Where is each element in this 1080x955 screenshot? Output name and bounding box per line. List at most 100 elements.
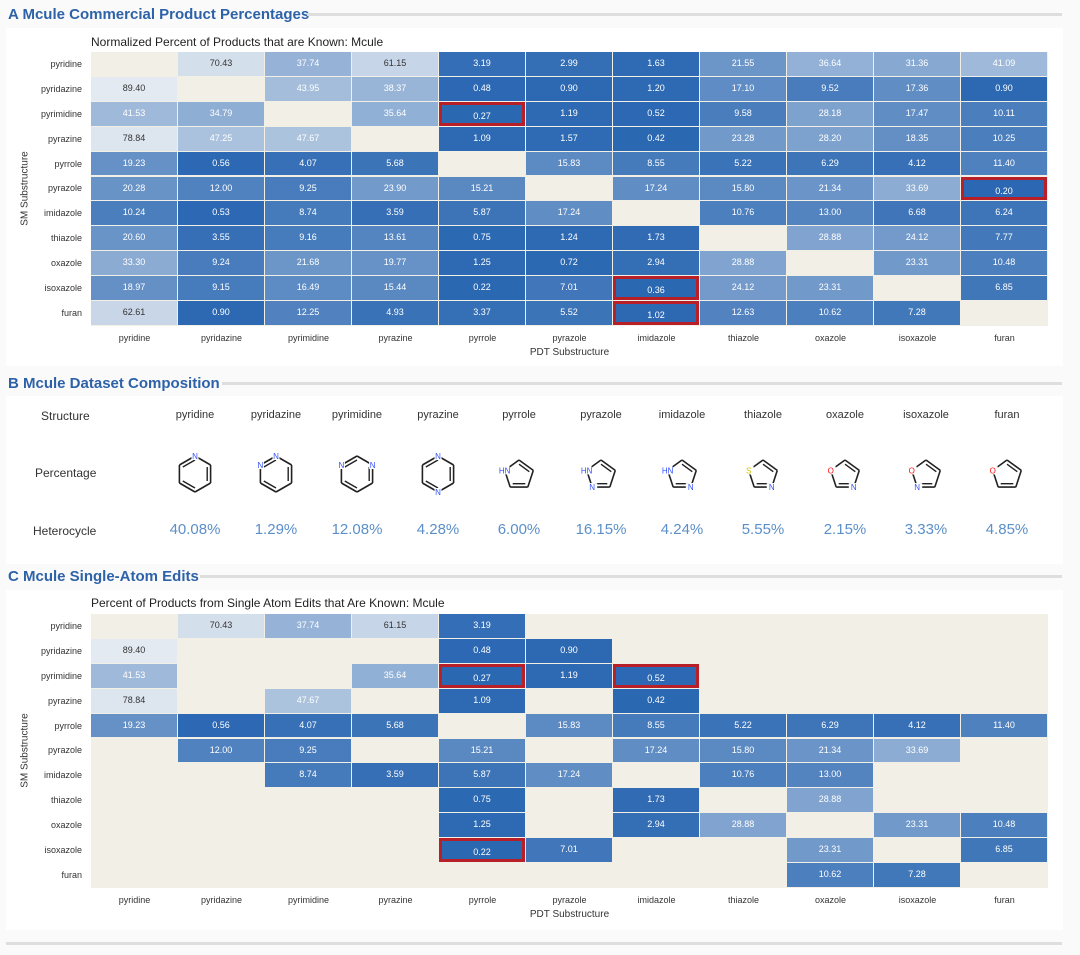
row-label: pyridine — [50, 58, 82, 69]
col-label: pyrrole — [468, 894, 497, 905]
heatmap-cell-empty — [961, 614, 1047, 638]
col-label: imidazole — [637, 894, 676, 905]
svg-text:N: N — [589, 483, 595, 492]
row-label: pyrimidine — [40, 670, 82, 681]
heatmap-cell: 12.25 — [265, 301, 351, 325]
heatmap-cell-empty — [91, 763, 177, 788]
heatmap-cell: 10.48 — [961, 251, 1047, 276]
heatmap-cell: 23.31 — [874, 251, 960, 276]
heatmap-cell: 0.22 — [439, 276, 525, 300]
heatmap-cell: 7.01 — [526, 276, 612, 300]
col-label: isoxazole — [898, 332, 937, 343]
heatmap-cell: 0.27 — [439, 101, 525, 126]
heatmap-cell-empty — [91, 838, 177, 862]
heatmap-cell: 0.56 — [178, 151, 264, 176]
heatmap-cell: 1.20 — [613, 76, 699, 101]
heatmap-cell: 15.80 — [700, 738, 786, 763]
row-label: pyrazine — [47, 133, 82, 144]
svg-text:O: O — [828, 466, 834, 475]
heatmap-cell: 1.63 — [613, 52, 699, 76]
heatmap-cell-empty — [961, 301, 1047, 325]
svg-text:N: N — [914, 483, 920, 492]
heatmap-cell: 3.59 — [352, 201, 438, 226]
col-label: furan — [994, 332, 1015, 343]
col-label: pyrimidine — [287, 894, 329, 905]
row-label-heterocycle: Heterocycle — [33, 524, 97, 538]
svg-text:N: N — [192, 452, 198, 461]
heatmap-cell-empty — [352, 838, 438, 862]
section-b-rule — [222, 382, 1062, 385]
composition-percentage: 4.24% — [660, 521, 704, 538]
heatmap-cell: 1.09 — [439, 688, 525, 713]
heatmap-cell: 0.90 — [526, 638, 612, 663]
row-label: thiazole — [50, 795, 82, 806]
heatmap-cell: 21.68 — [265, 251, 351, 276]
furan-structure-icon: O — [985, 450, 1029, 503]
heatmap-cell: 23.28 — [700, 126, 786, 151]
row-label-structure: Structure — [41, 409, 90, 423]
heatmap-cell: 0.36 — [613, 276, 699, 300]
heatmap-cell-empty — [961, 738, 1047, 763]
heatmap-cell-empty — [874, 638, 960, 663]
heatmap-cell-empty — [874, 688, 960, 713]
svg-text:N: N — [688, 483, 694, 492]
col-label: thiazole — [727, 332, 760, 343]
heatmap-cell: 15.21 — [439, 176, 525, 201]
heatmap-cell-empty — [613, 638, 699, 663]
composition-col-label: furan — [994, 409, 1020, 421]
heatmap-cell: 0.90 — [526, 76, 612, 101]
composition-percentage: 12.08% — [331, 521, 383, 538]
heatmap-cell: 23.31 — [874, 813, 960, 838]
heatmap-cell: 1.19 — [526, 101, 612, 126]
heatmap-cell: 1.09 — [439, 126, 525, 151]
heatmap-cell-empty — [91, 52, 177, 76]
heatmap-cell: 10.62 — [787, 863, 873, 887]
heatmap-cell: 17.24 — [526, 201, 612, 226]
heatmap-cell: 15.44 — [352, 276, 438, 300]
heatmap-cell: 10.76 — [700, 201, 786, 226]
heatmap-cell-empty — [787, 614, 873, 638]
composition-col-label: oxazole — [826, 409, 864, 421]
svg-text:N: N — [435, 452, 441, 461]
heatmap-cell: 6.68 — [874, 201, 960, 226]
col-label: oxazole — [814, 894, 847, 905]
heatmap-cell-empty — [787, 638, 873, 663]
heatmap-cell: 37.74 — [265, 614, 351, 638]
heatmap-cell: 24.12 — [874, 226, 960, 251]
col-label: pyridazine — [200, 332, 243, 343]
row-label-percentage: Percentage — [35, 466, 97, 480]
heatmap-cell: 9.52 — [787, 76, 873, 101]
heatmap-cell: 61.15 — [352, 52, 438, 76]
col-label: imidazole — [637, 332, 676, 343]
row-label: isoxazole — [44, 283, 82, 294]
svg-text:HN: HN — [499, 466, 511, 475]
row-label: oxazole — [50, 820, 82, 831]
heatmap-cell: 0.52 — [613, 663, 699, 688]
heatmap-cell: 5.22 — [700, 713, 786, 738]
heatmap-cell: 41.53 — [91, 663, 177, 688]
heatmap-cell: 9.24 — [178, 251, 264, 276]
heatmap-cell: 12.00 — [178, 176, 264, 201]
heatmap-cell-empty — [178, 76, 264, 101]
heatmap-cell: 89.40 — [91, 76, 177, 101]
heatmap-cell: 28.88 — [700, 813, 786, 838]
col-label: thiazole — [727, 894, 760, 905]
heatmap-cell: 7.01 — [526, 838, 612, 862]
heatmap-cell: 36.64 — [787, 52, 873, 76]
heatmap-cell: 6.29 — [787, 713, 873, 738]
heatmap-cell: 23.90 — [352, 176, 438, 201]
heatmap-cell: 13.00 — [787, 763, 873, 788]
heatmap-cell: 18.97 — [91, 276, 177, 300]
col-label: pyrazole — [552, 332, 587, 343]
pyrrole-structure-icon: HN — [497, 450, 541, 503]
heatmap-cell: 11.40 — [961, 713, 1047, 738]
composition-percentage: 5.55% — [741, 521, 785, 538]
heatmap-cell: 78.84 — [91, 126, 177, 151]
heatmap-cell: 10.11 — [961, 101, 1047, 126]
composition-percentage: 1.29% — [254, 521, 298, 538]
heatmap-cell: 6.24 — [961, 201, 1047, 226]
heatmap-cell-empty — [439, 713, 525, 738]
